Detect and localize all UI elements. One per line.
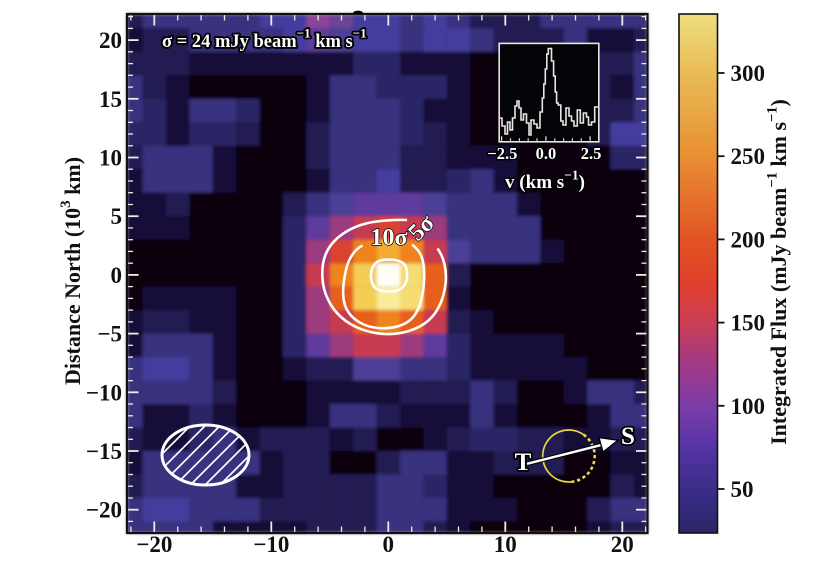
svg-text:50: 50 (731, 477, 754, 502)
svg-text:2.5: 2.5 (581, 144, 602, 163)
svg-text:−10: −10 (86, 380, 122, 405)
svg-text:−2.5: −2.5 (487, 144, 517, 163)
svg-text:Integrated Flux (mJy beam−1 km: Integrated Flux (mJy beam−1 km s−1) (765, 99, 792, 445)
svg-text:−15: −15 (86, 439, 122, 464)
svg-text:−10: −10 (253, 532, 289, 557)
svg-text:150: 150 (731, 311, 766, 336)
svg-text:100: 100 (731, 394, 766, 419)
svg-text:−20: −20 (136, 532, 172, 557)
svg-text:−20: −20 (86, 498, 122, 523)
svg-text:T: T (515, 449, 532, 476)
svg-text:200: 200 (731, 227, 766, 252)
svg-text:10σ: 10σ (370, 225, 407, 251)
svg-text:0.0: 0.0 (536, 144, 557, 163)
svg-text:0.0: 0.0 (536, 144, 557, 163)
svg-text:300: 300 (731, 61, 766, 86)
svg-text:2.5: 2.5 (581, 144, 602, 163)
svg-text:20: 20 (99, 28, 122, 53)
svg-text:10: 10 (99, 146, 122, 171)
svg-text:−2.5: −2.5 (487, 144, 517, 163)
svg-text:Distance North (103 km): Distance North (103 km) (58, 157, 85, 385)
svg-text:250: 250 (731, 144, 766, 169)
svg-text:15: 15 (99, 87, 122, 112)
svg-text:T: T (515, 449, 532, 476)
svg-text:S: S (621, 423, 635, 450)
svg-text:20: 20 (611, 532, 634, 557)
svg-text:0: 0 (383, 532, 395, 557)
svg-text:10: 10 (494, 532, 517, 557)
svg-text:−5: −5 (97, 322, 122, 347)
svg-text:S: S (621, 423, 635, 450)
svg-text:0: 0 (111, 263, 123, 288)
svg-text:10σ: 10σ (370, 225, 407, 251)
svg-text:5: 5 (111, 204, 123, 229)
